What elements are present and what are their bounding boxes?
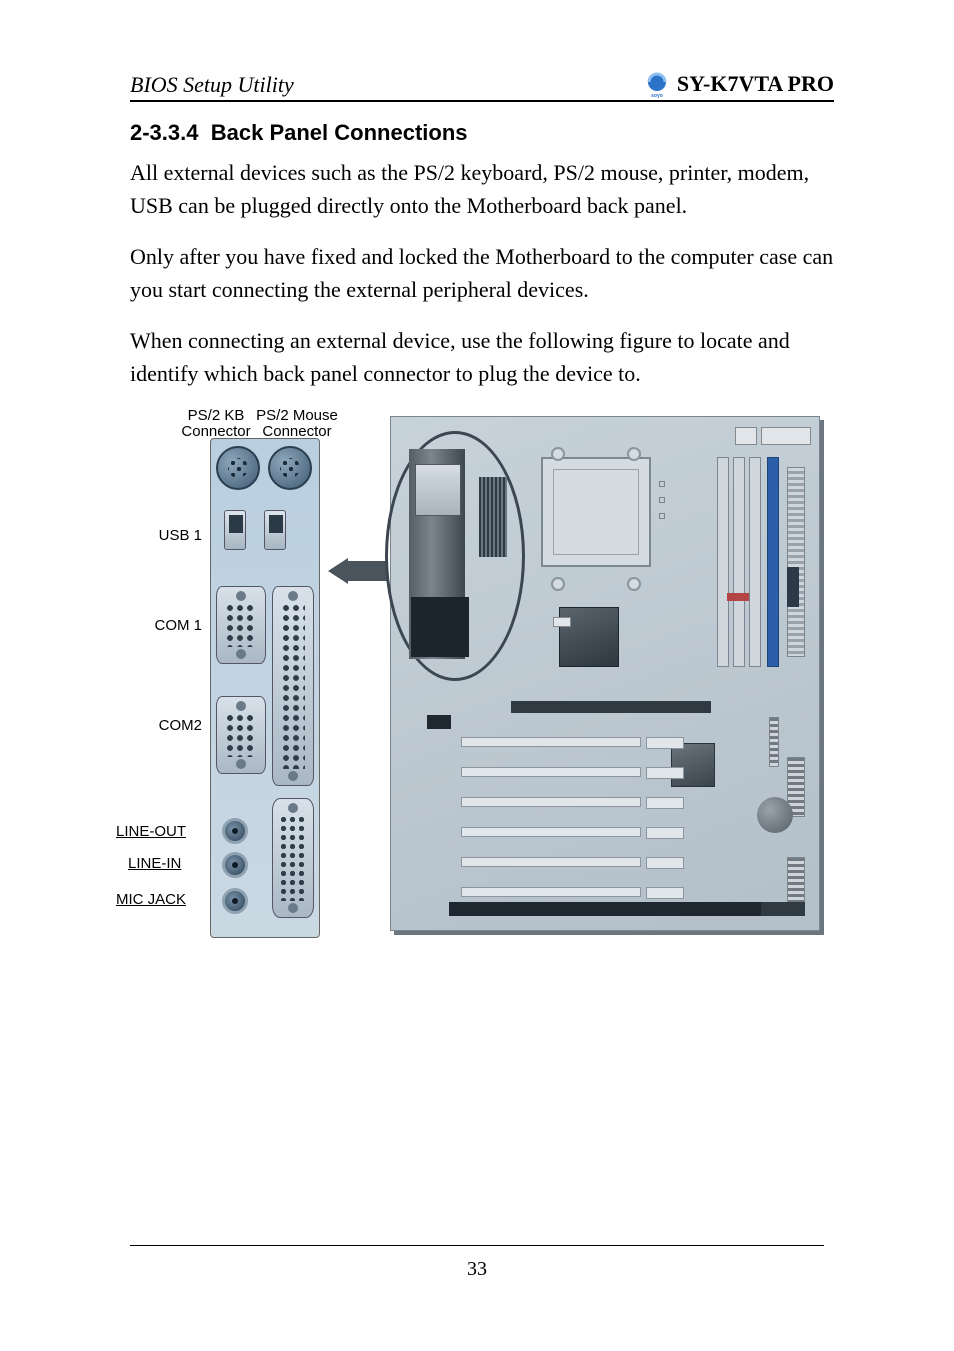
section-title: Back Panel Connections [211,120,468,145]
mount-hole-icon [551,577,565,591]
paragraph-2: Only after you have fixed and locked the… [130,240,834,306]
pci-slot-icon [461,827,641,837]
pin-header-icon [769,717,779,767]
header-product: SY-K7VTA PRO [677,71,834,97]
line-out-jack-icon [222,818,248,844]
dimm-slot-blue-icon [767,457,779,667]
line-in-jack-icon [222,852,248,878]
front-panel-header-icon [761,902,805,916]
pci-slot-icon [461,857,641,867]
mount-hole-icon [627,447,641,461]
label-ps2-mouse: PS/2 Mouse Connector [252,408,342,440]
ps2-keyboard-port-icon [216,446,260,490]
pci-slot-icon [461,797,641,807]
mount-hole-icon [551,447,565,461]
label-ps2-kb: PS/2 KB Connector [176,408,256,440]
mount-hole-icon [627,577,641,591]
jumper-icon [659,481,665,487]
pci-slot-icon [461,767,641,777]
paragraph-3: When connecting an external device, use … [130,324,834,390]
jumper-red-icon [727,593,749,601]
page-footer: 33 [130,1245,824,1281]
label-com1: COM 1 [138,618,202,634]
power-connector-icon [735,427,757,445]
arrow-icon [328,558,388,584]
brand-logo-icon: soyo [643,70,671,98]
motherboard-diagram [390,416,820,931]
mic-jack-icon [222,888,248,914]
com1-port-icon [216,586,266,664]
cpu-socket-icon [541,457,651,567]
power-connector-icon [761,427,811,445]
pci-slot-icon [461,887,641,897]
dimm-slot-icon [733,457,745,667]
battery-icon [757,797,793,833]
header-right: soyo SY-K7VTA PRO [643,70,834,98]
dimm-slot-icon [749,457,761,667]
page-number: 33 [467,1258,487,1280]
label-usb1: USB 1 [142,528,202,544]
page-header: BIOS Setup Utility soyo SY-K7VTA PRO [130,70,834,102]
svg-text:soyo: soyo [651,93,663,98]
heatsink-icon [479,477,507,557]
paragraph-1: All external devices such as the PS/2 ke… [130,156,834,222]
pci-slot-icon [461,737,641,747]
label-line-out: LINE-OUT [116,824,186,840]
label-mic-jack: MIC JACK [116,892,186,908]
agp-slot-icon [511,701,711,713]
joystick-port-icon [272,798,314,918]
section-number: 2-3.3.4 [130,120,199,145]
jumper-icon [659,497,665,503]
dimm-slot-icon [717,457,729,667]
com2-port-icon [216,696,266,774]
header-left: BIOS Setup Utility [130,72,294,98]
north-bridge-chip-icon [559,607,619,667]
figure: PS/2 KB Connector PS/2 Mouse Connector U… [130,408,830,948]
connector-block-icon [787,567,799,607]
jumper-icon [659,513,665,519]
small-chip-icon [427,715,451,729]
ide-connector-icon [787,467,805,657]
ps2-mouse-port-icon [268,446,312,490]
back-panel [210,438,320,938]
section-heading: 2-3.3.4 Back Panel Connections [130,120,834,146]
label-com2: COM2 [144,718,202,734]
audio-chip-area-icon [411,597,469,657]
usb1-port-icon [224,510,246,550]
fan-header-icon [553,617,571,627]
label-line-in: LINE-IN [128,856,181,872]
prt-port-icon [272,586,314,786]
south-bridge-chip-icon [671,743,715,787]
isa-slot-icon [449,902,769,916]
usb2-port-icon [264,510,286,550]
